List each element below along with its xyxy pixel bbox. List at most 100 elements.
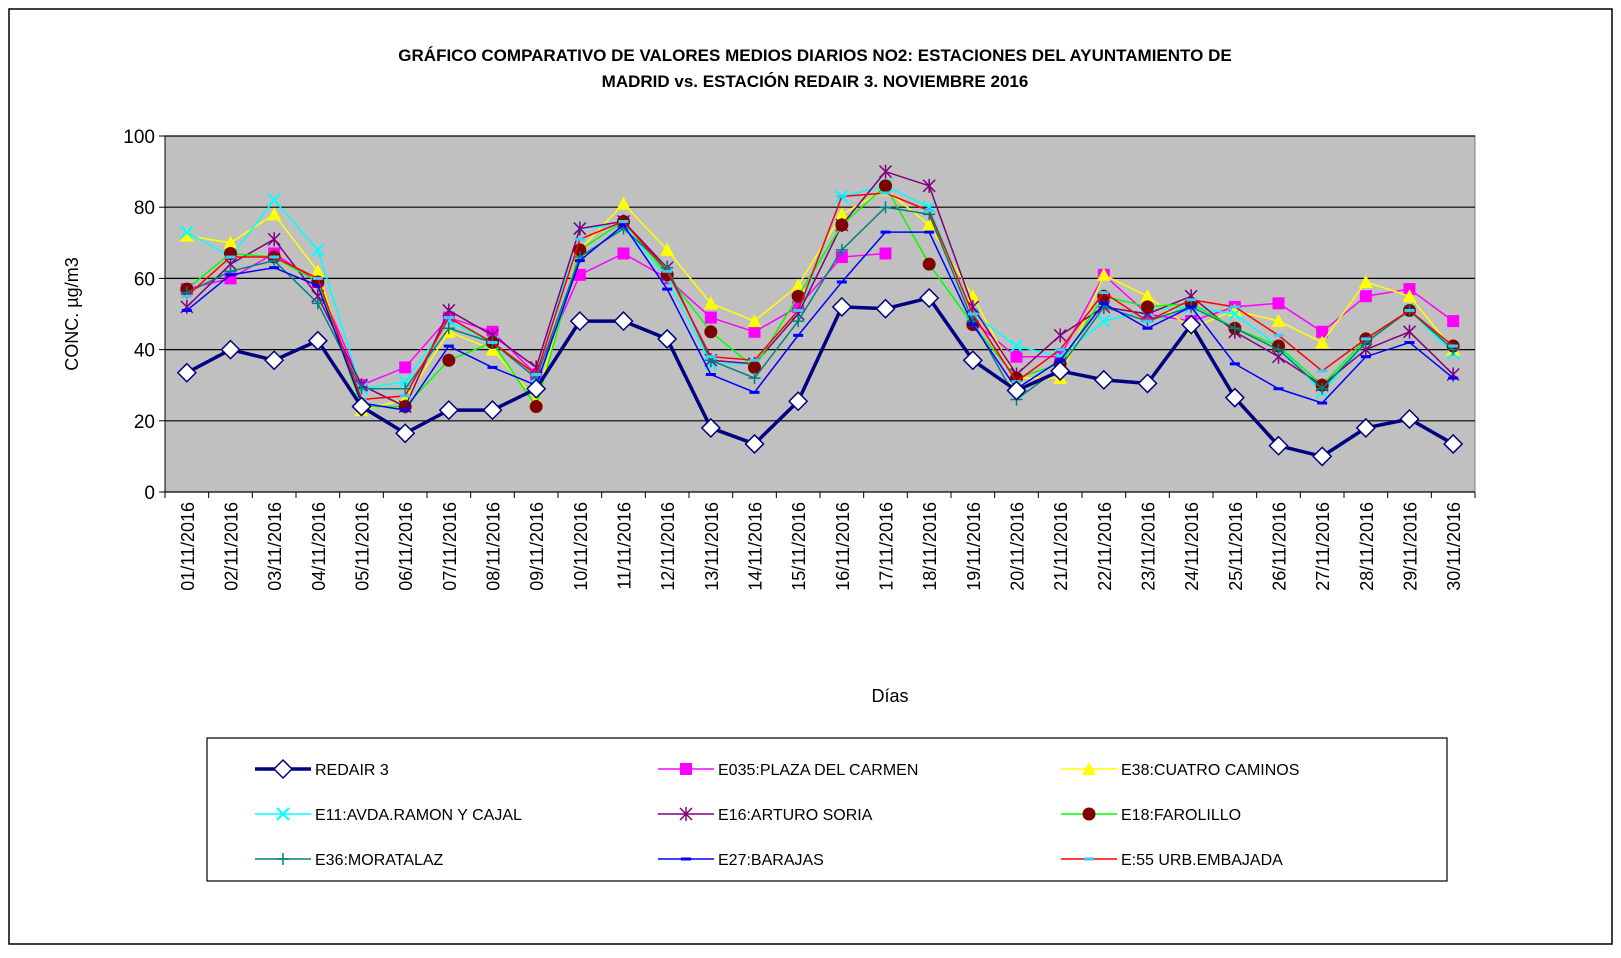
legend-marker xyxy=(679,807,693,821)
legend-label: E36:MORATALAZ xyxy=(315,852,444,869)
marker xyxy=(1268,435,1289,456)
marker xyxy=(220,339,241,360)
marker xyxy=(922,178,936,193)
marker xyxy=(1006,380,1027,401)
x-tick-label: 20/11/2016 xyxy=(1008,502,1028,591)
marker xyxy=(1142,319,1153,323)
marker xyxy=(438,400,459,421)
marker xyxy=(835,251,848,264)
series-line xyxy=(186,223,1454,411)
marker xyxy=(398,374,412,389)
series-line xyxy=(186,206,1454,401)
marker xyxy=(1358,274,1373,288)
marker xyxy=(616,196,631,210)
marker xyxy=(574,259,585,263)
marker xyxy=(660,242,675,256)
marker xyxy=(704,325,718,339)
legend-marker xyxy=(276,807,290,821)
marker xyxy=(618,223,629,227)
marker xyxy=(1229,305,1240,309)
x-tick-label: 06/11/2016 xyxy=(396,502,416,591)
marker xyxy=(831,296,852,317)
marker xyxy=(1098,301,1109,305)
marker xyxy=(395,423,416,444)
marker xyxy=(264,350,285,371)
marker xyxy=(1317,401,1328,405)
marker xyxy=(1010,350,1023,363)
x-tick-label: 28/11/2016 xyxy=(1357,502,1377,591)
marker xyxy=(1312,446,1333,467)
legend-marker xyxy=(277,853,289,865)
marker xyxy=(703,296,718,310)
x-tick-label: 21/11/2016 xyxy=(1051,502,1071,591)
marker xyxy=(834,207,849,221)
marker xyxy=(1317,369,1328,373)
x-tick-label: 18/11/2016 xyxy=(920,502,940,591)
marker xyxy=(225,255,236,259)
y-tick-label: 60 xyxy=(134,269,155,290)
marker xyxy=(310,264,325,278)
marker xyxy=(879,179,892,193)
marker xyxy=(267,207,282,221)
series-line xyxy=(186,192,1454,401)
legend-marker xyxy=(1082,807,1096,821)
series-line xyxy=(186,170,1454,408)
marker xyxy=(1315,335,1330,349)
chart-title: GRÁFICO COMPARATIVO DE VALORES MEDIOS DI… xyxy=(398,46,1231,65)
marker xyxy=(1359,290,1372,303)
legend-marker xyxy=(681,857,691,861)
marker xyxy=(879,201,892,214)
marker xyxy=(267,193,281,207)
marker xyxy=(1009,339,1024,353)
marker xyxy=(1271,314,1286,328)
y-tick-label: 80 xyxy=(134,198,155,219)
x-tick-label: 24/11/2016 xyxy=(1182,502,1202,591)
marker xyxy=(1360,337,1371,341)
x-tick-label: 13/11/2016 xyxy=(702,502,722,591)
marker xyxy=(529,400,543,414)
y-tick-label: 0 xyxy=(144,483,155,504)
marker xyxy=(573,243,587,257)
marker xyxy=(836,280,847,284)
marker xyxy=(1055,348,1066,352)
x-tick-label: 07/11/2016 xyxy=(440,502,460,591)
marker xyxy=(1316,325,1329,338)
marker xyxy=(967,312,978,316)
marker xyxy=(1403,283,1416,296)
x-tick-label: 19/11/2016 xyxy=(964,502,984,591)
marker xyxy=(791,289,805,303)
marker xyxy=(400,394,411,398)
marker xyxy=(1316,382,1329,395)
marker xyxy=(1096,267,1111,281)
legend-marker xyxy=(272,758,294,780)
x-tick-label: 22/11/2016 xyxy=(1095,502,1115,591)
marker xyxy=(792,315,805,328)
marker xyxy=(748,325,761,338)
marker xyxy=(657,328,678,349)
marker xyxy=(312,284,323,288)
marker xyxy=(749,390,760,394)
x-tick-label: 26/11/2016 xyxy=(1270,502,1290,591)
marker xyxy=(311,297,324,310)
marker xyxy=(749,358,760,362)
x-axis-label: Días xyxy=(871,686,908,706)
x-tick-label: 01/11/2016 xyxy=(178,502,198,591)
marker xyxy=(311,243,325,257)
marker xyxy=(1224,387,1245,408)
marker xyxy=(1404,340,1415,344)
marker xyxy=(835,218,849,232)
marker xyxy=(662,287,673,291)
marker xyxy=(443,344,454,348)
marker xyxy=(880,230,891,234)
marker xyxy=(181,294,192,298)
legend-label: E11:AVDA.RAMON Y CAJAL xyxy=(315,807,522,824)
marker xyxy=(1229,362,1240,366)
marker xyxy=(835,243,848,256)
x-tick-label: 14/11/2016 xyxy=(746,502,766,591)
chart-title: MADRID vs. ESTACIÓN REDAIR 3. NOVIEMBRE … xyxy=(602,72,1029,91)
legend-marker xyxy=(1084,857,1094,861)
x-tick-label: 30/11/2016 xyxy=(1444,502,1464,591)
marker xyxy=(400,408,411,412)
marker xyxy=(1050,360,1071,382)
marker xyxy=(618,219,629,223)
